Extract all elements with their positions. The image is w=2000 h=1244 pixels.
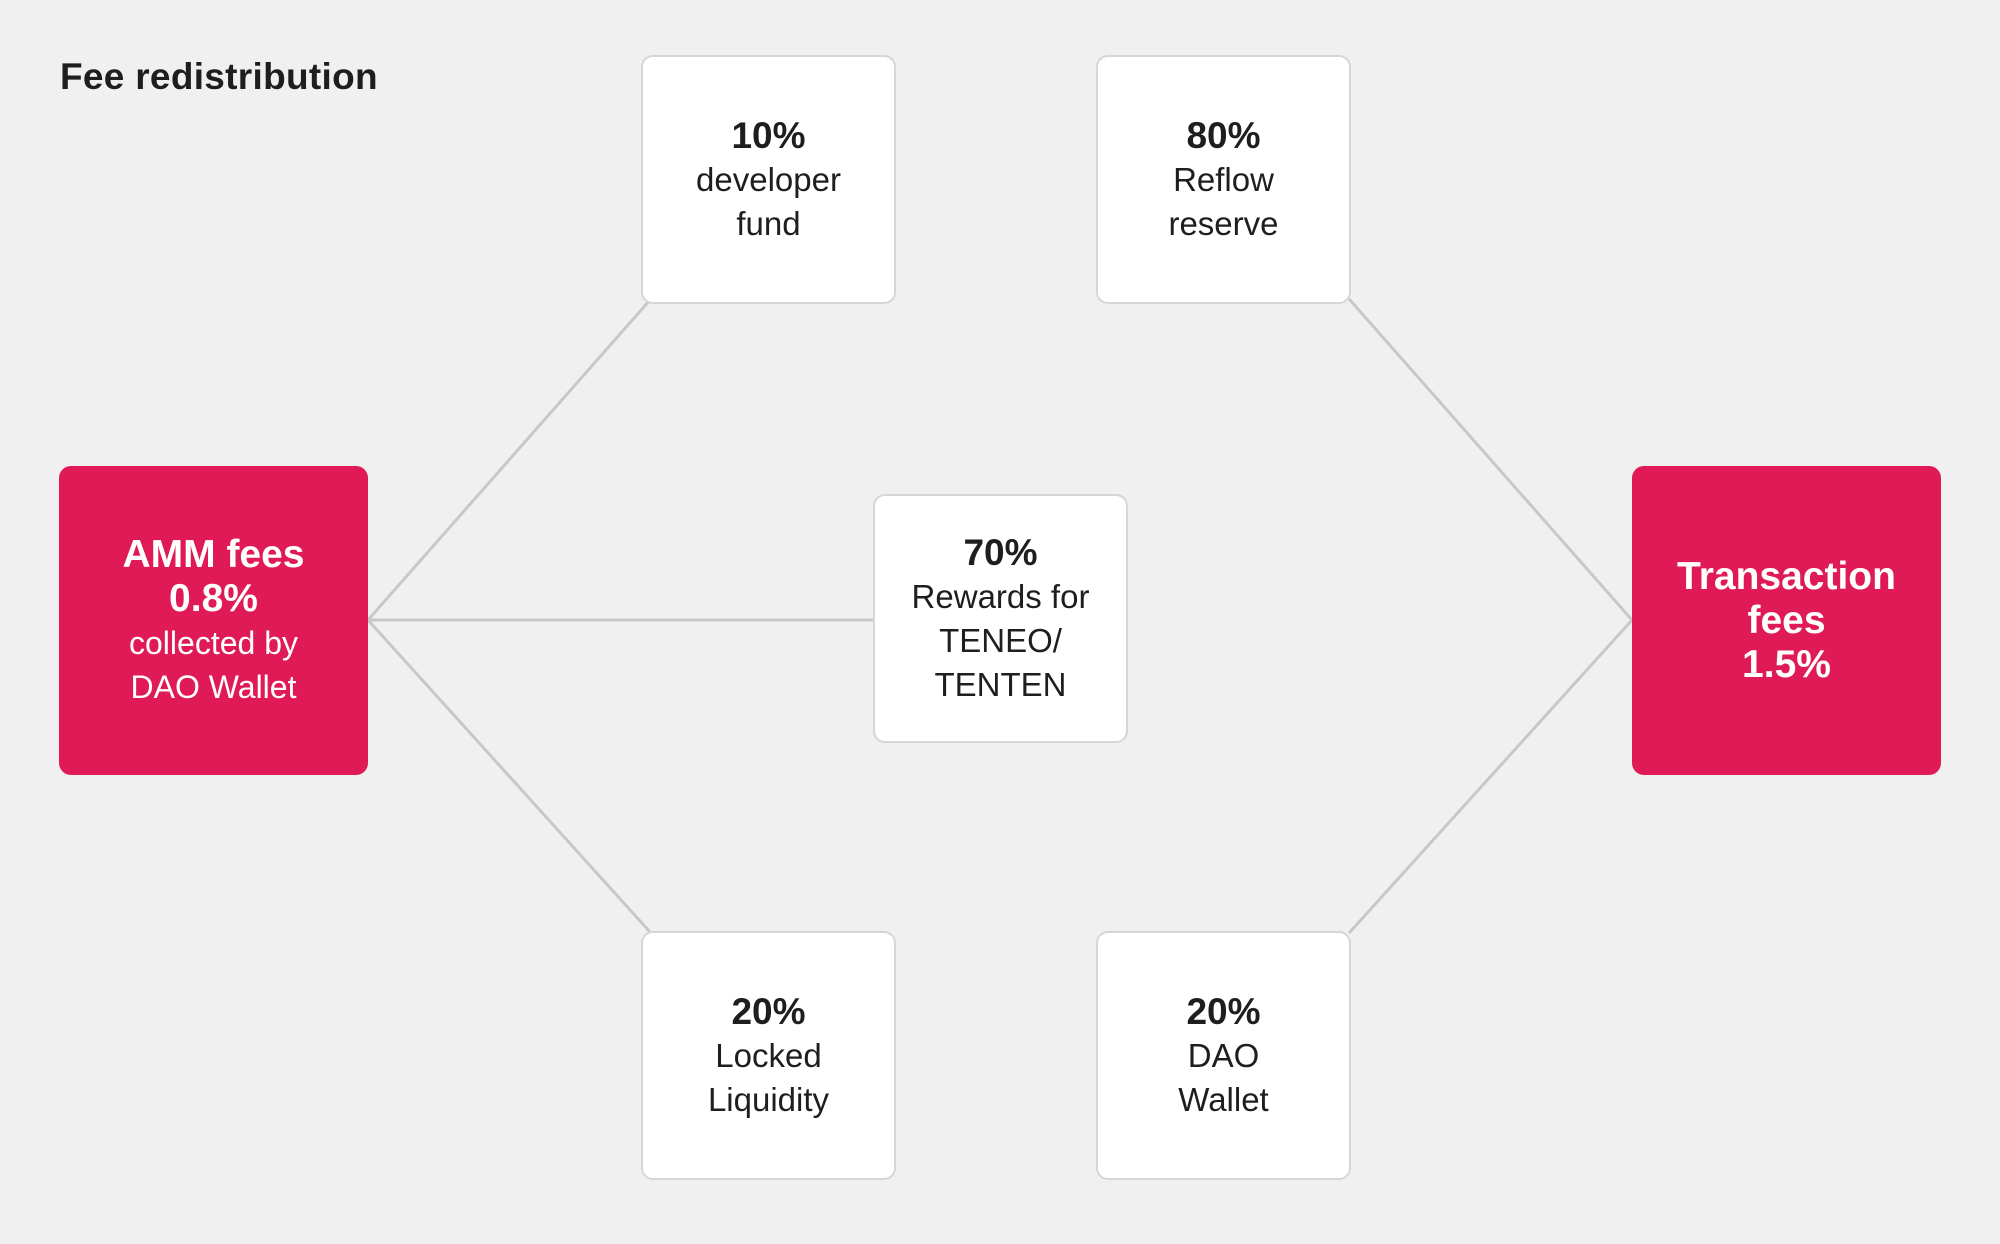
rewards-label-line2: TENEO/: [939, 621, 1062, 659]
rewards-node: 70% Rewards for TENEO/ TENTEN: [873, 494, 1128, 743]
connector-amm-to-developer-fund: [366, 298, 652, 622]
transaction-fees-node: Transaction fees 1.5%: [1632, 466, 1941, 775]
amm-fees-note-line1: collected by: [129, 624, 298, 661]
reflow-reserve-label-line1: Reflow: [1173, 160, 1274, 198]
transaction-fees-percent: 1.5%: [1742, 642, 1831, 686]
dao-wallet-percent: 20%: [1186, 990, 1261, 1032]
locked-liquidity-node: 20% Locked Liquidity: [641, 931, 896, 1180]
developer-fund-percent: 10%: [731, 114, 806, 156]
developer-fund-node: 10% developer fund: [641, 55, 896, 304]
rewards-percent: 70%: [963, 531, 1038, 573]
transaction-fees-label-line1: Transaction: [1677, 554, 1896, 598]
dao-wallet-node: 20% DAO Wallet: [1096, 931, 1351, 1180]
locked-liquidity-label-line1: Locked: [715, 1036, 822, 1074]
developer-fund-label-line1: developer: [696, 160, 841, 198]
connector-transaction-to-dao-wallet: [1348, 618, 1634, 934]
diagram-title: Fee redistribution: [60, 56, 378, 97]
amm-fees-percent: 0.8%: [169, 576, 258, 620]
amm-fees-node: AMM fees 0.8% collected by DAO Wallet: [59, 466, 368, 775]
amm-fees-label: AMM fees: [122, 532, 305, 576]
connector-transaction-to-reflow-reserve: [1348, 298, 1634, 622]
rewards-label-line1: Rewards for: [911, 577, 1090, 615]
amm-fees-note-line2: DAO Wallet: [130, 668, 297, 705]
locked-liquidity-label-line2: Liquidity: [707, 1080, 830, 1118]
locked-liquidity-percent: 20%: [731, 990, 806, 1032]
dao-wallet-label-line1: DAO: [1187, 1036, 1260, 1074]
reflow-reserve-label-line2: reserve: [1168, 204, 1279, 242]
transaction-fees-label-line2: fees: [1747, 598, 1826, 642]
rewards-label-line3: TENTEN: [934, 665, 1067, 703]
reflow-reserve-percent: 80%: [1186, 114, 1261, 156]
reflow-reserve-node: 80% Reflow reserve: [1096, 55, 1351, 304]
developer-fund-label-line2: fund: [736, 204, 801, 242]
connector-amm-to-locked-liquidity: [366, 618, 652, 934]
dao-wallet-label-line2: Wallet: [1178, 1080, 1269, 1118]
